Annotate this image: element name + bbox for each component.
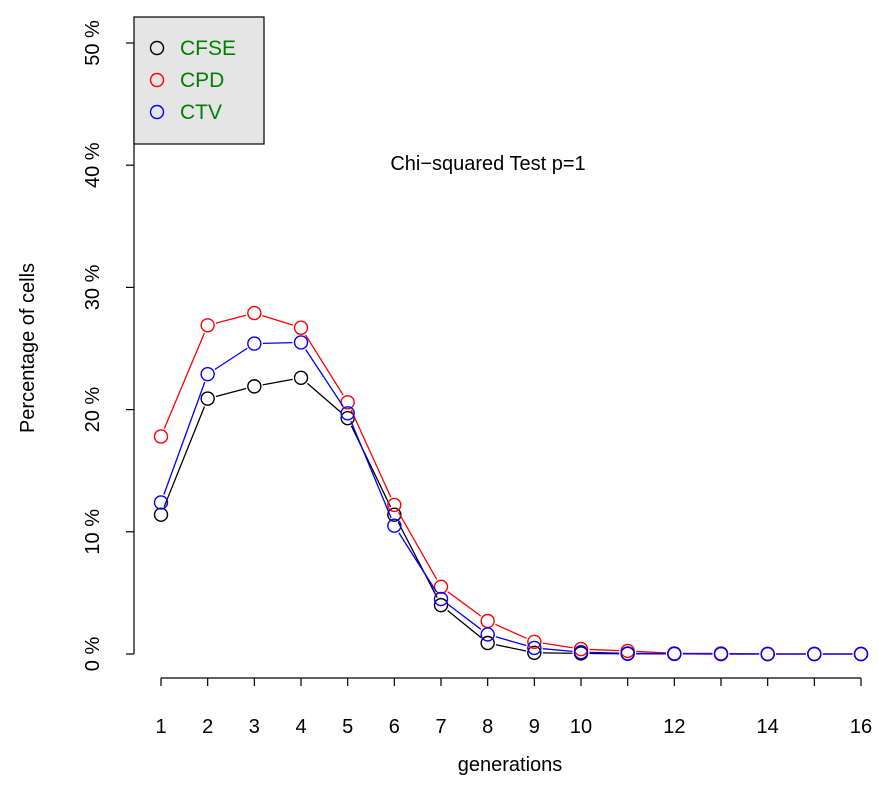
legend-box — [133, 16, 265, 145]
y-axis-label: Percentage of cells — [17, 263, 39, 433]
series-line-segment — [307, 382, 342, 414]
data-point — [433, 579, 449, 594]
data-point — [153, 507, 169, 522]
series-line-segment — [542, 648, 573, 653]
data-point — [387, 497, 402, 513]
data-point — [480, 613, 495, 629]
x-tick-label: 10 — [570, 716, 592, 738]
data-point — [293, 370, 309, 386]
series-line-segment — [262, 378, 293, 386]
axes-layer: 1 2 3 4 5 6 7 8 9 10 12 14 160 %10 %20 %30 %40 %50 % — [82, 20, 872, 738]
series-line-segment — [397, 521, 438, 598]
x-tick-label: 2 — [202, 716, 213, 738]
data-point — [433, 597, 449, 613]
series-line-segment — [542, 642, 573, 649]
legend-marker — [149, 40, 165, 56]
x-tick-label: 5 — [342, 716, 353, 738]
series-line-segment — [214, 347, 248, 371]
series-line-segment — [350, 420, 392, 519]
y-tick-label: 0 % — [82, 637, 104, 672]
data-point — [247, 305, 262, 321]
y-tick-label: 20 % — [82, 387, 104, 433]
legend-label: CTV — [180, 101, 222, 124]
x-tick-label: 6 — [389, 716, 400, 738]
x-tick-label: 1 — [155, 716, 166, 738]
series-line-segment — [398, 532, 437, 593]
x-tick-label: 16 — [850, 716, 872, 738]
series-cpd — [153, 305, 869, 662]
data-point — [573, 644, 589, 660]
data-point — [807, 646, 822, 662]
data-point — [340, 410, 355, 426]
data-point — [153, 429, 169, 444]
series-line-segment — [495, 636, 527, 647]
y-tick-label: 50 % — [82, 20, 104, 66]
data-point — [200, 391, 215, 406]
data-point — [667, 646, 682, 661]
x-tick-label: 14 — [757, 716, 779, 738]
data-point — [387, 507, 402, 522]
x-tick-label: 8 — [482, 716, 493, 738]
legend-label: CFSE — [180, 37, 236, 60]
series-line-segment — [215, 314, 247, 324]
x-tick-label: 4 — [295, 716, 306, 738]
data-point — [527, 634, 542, 649]
data-point — [387, 518, 402, 533]
data-point — [713, 646, 729, 662]
x-tick-label: 9 — [529, 716, 540, 738]
data-point — [853, 646, 869, 662]
series-line-segment — [447, 591, 482, 617]
series-line-segment — [447, 603, 482, 630]
y-tick-label: 40 % — [82, 142, 104, 188]
data-point — [480, 635, 495, 651]
series-line-segment — [262, 341, 293, 345]
legend-label: CPD — [180, 69, 224, 92]
series-line-segment — [495, 623, 527, 639]
legend-marker — [149, 104, 165, 120]
y-tick-label: 30 % — [82, 264, 104, 310]
y-tick-label: 10 % — [82, 509, 104, 555]
legend: CFSE CPD CTV — [133, 16, 265, 145]
x-axis-label: generations — [458, 754, 563, 776]
data-point — [247, 379, 262, 394]
series-ctv — [153, 335, 869, 662]
series-line-segment — [215, 387, 247, 398]
series-layer — [153, 305, 869, 662]
series-cfse — [153, 370, 869, 662]
series-line-segment — [262, 314, 294, 326]
series-line-segment — [397, 511, 438, 580]
data-point — [200, 366, 215, 382]
data-point — [293, 335, 309, 350]
data-point — [293, 320, 309, 335]
series-line-segment — [305, 349, 344, 407]
data-point — [480, 627, 495, 642]
x-tick-label: 3 — [249, 716, 260, 738]
x-tick-label: 12 — [663, 716, 685, 738]
series-line-segment — [495, 644, 527, 652]
chart-annotation: Chi−squared Test p=1 — [390, 153, 585, 175]
data-point — [527, 645, 542, 660]
data-point — [247, 336, 262, 351]
data-point — [527, 640, 542, 656]
series-line-segment — [304, 334, 344, 396]
data-point — [153, 495, 169, 510]
series-line-segment — [350, 409, 392, 498]
series-line-segment — [163, 381, 206, 495]
series-line-segment — [589, 648, 620, 652]
data-point — [433, 591, 449, 607]
data-point — [340, 406, 355, 421]
series-line-segment — [589, 651, 620, 654]
series-line-segment — [636, 650, 666, 654]
x-tick-label: 7 — [435, 716, 446, 738]
series-line-segment — [163, 332, 205, 429]
series-line-segment — [447, 609, 482, 639]
data-point — [760, 646, 775, 662]
legend-marker — [149, 72, 165, 88]
series-line-segment — [163, 406, 206, 508]
data-point — [200, 318, 215, 333]
data-point — [620, 646, 635, 661]
